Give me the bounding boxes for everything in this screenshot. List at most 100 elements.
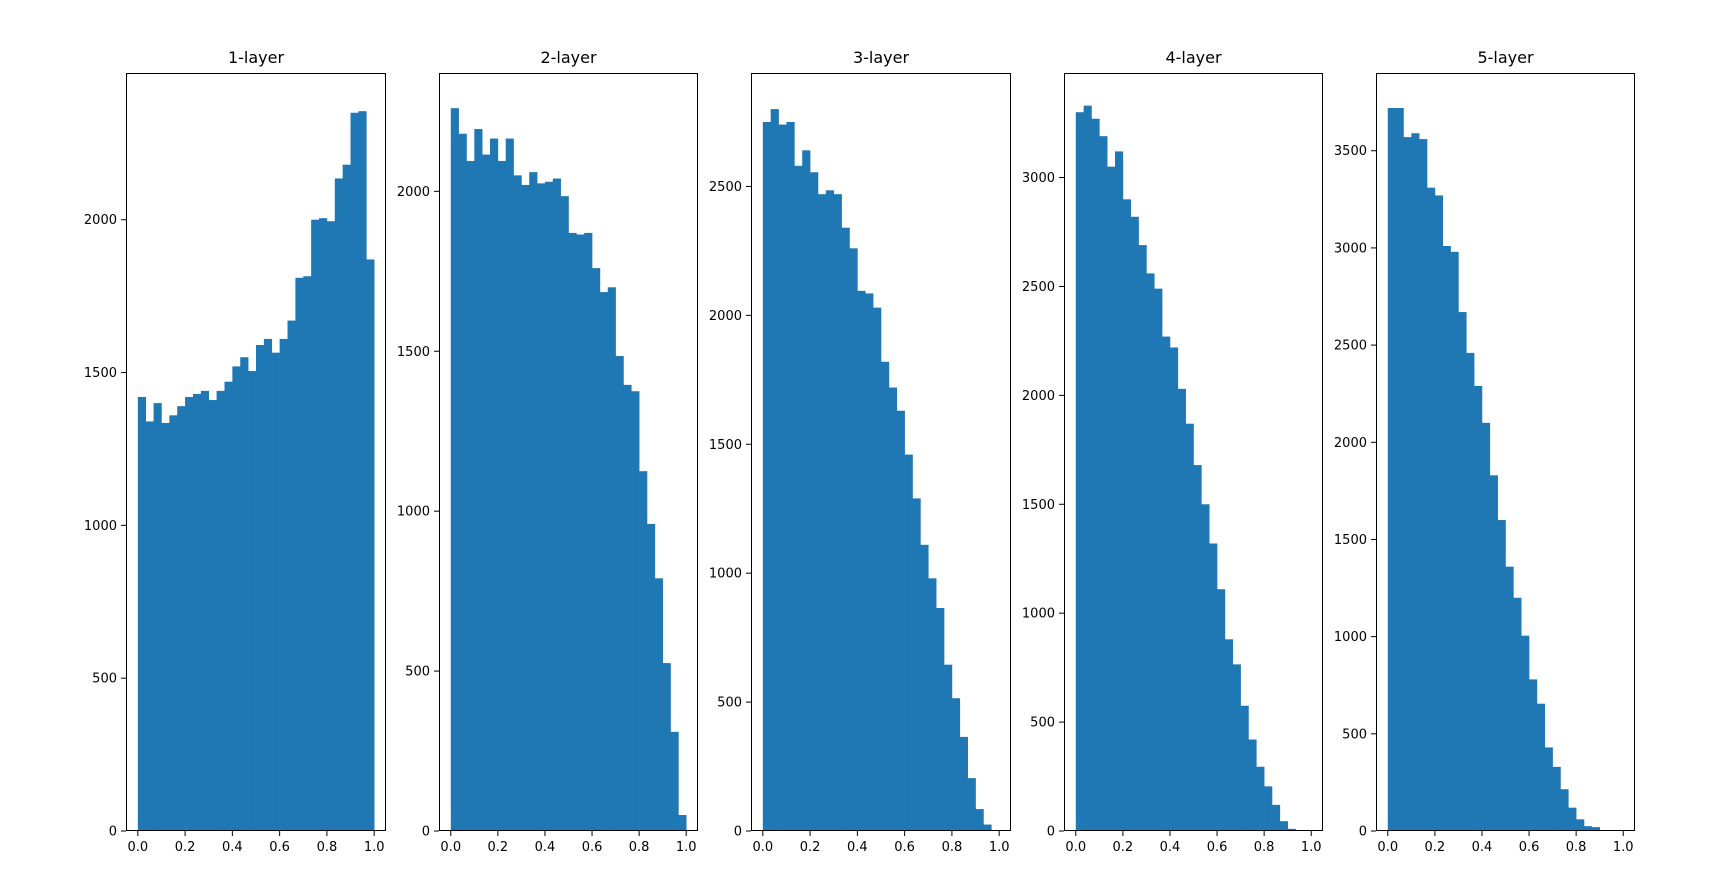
- histogram-bar: [1091, 118, 1100, 831]
- histogram-bar: [1256, 766, 1265, 831]
- histogram-bar: [1279, 821, 1288, 831]
- histogram-bar: [631, 391, 640, 831]
- histogram-bar: [240, 357, 249, 831]
- y-tick-label: 500: [92, 672, 117, 687]
- histogram-bar: [778, 124, 787, 831]
- histogram-bar: [490, 138, 499, 831]
- y-tick-label: 500: [405, 665, 430, 680]
- histogram-bar: [497, 160, 507, 831]
- subplot-title: 1-layer: [228, 48, 285, 67]
- histogram-bar: [342, 164, 351, 831]
- histogram-bar: [825, 190, 835, 832]
- y-tick-label: 0: [734, 825, 742, 840]
- histogram-bar: [358, 111, 367, 832]
- x-tick-label: 0.0: [127, 840, 148, 855]
- y-tick-label: 1500: [1022, 498, 1055, 513]
- histogram-bar: [350, 112, 359, 831]
- histogram-bar: [513, 175, 522, 831]
- histogram-bar: [1209, 543, 1218, 831]
- histogram-bar: [592, 268, 601, 831]
- histogram-bar: [366, 259, 375, 831]
- histogram-bar: [319, 218, 328, 831]
- x-tick-label: 0.4: [1160, 840, 1181, 855]
- y-tick-label: 0: [109, 825, 117, 840]
- histogram-bar: [232, 366, 241, 831]
- histogram-bar: [568, 232, 577, 831]
- histogram-bar: [1387, 107, 1396, 831]
- histogram-bar: [1489, 475, 1498, 831]
- histogram-bar: [521, 184, 530, 832]
- x-tick-label: 0.0: [1065, 840, 1086, 855]
- histogram-bar: [857, 290, 866, 831]
- histogram-bar: [1122, 199, 1132, 832]
- histogram-bar: [615, 356, 624, 831]
- histogram-bar: [599, 292, 609, 832]
- histogram-bar: [1552, 766, 1561, 831]
- subplot-2: 2-layer 0.0 0.2 0.4 0.6 0.8 1.0 0 500 1000 1500 200…: [397, 48, 698, 855]
- y-tick-label: 500: [1342, 727, 1367, 742]
- histogram-bar: [849, 248, 858, 832]
- subplot-title: 4-layer: [1165, 48, 1222, 67]
- histogram-bar: [161, 422, 170, 831]
- histogram-bar: [1224, 639, 1234, 831]
- y-tick-label: 3500: [1334, 144, 1367, 159]
- y-tick-label: 0: [422, 825, 430, 840]
- histogram-bar: [762, 121, 771, 832]
- histogram-bar: [802, 150, 811, 832]
- histogram-bar: [224, 381, 233, 831]
- x-tick-label: 1.0: [1301, 840, 1322, 855]
- histogram-bar: [1505, 566, 1514, 831]
- histogram-bar: [1497, 520, 1506, 831]
- histogram-bar: [311, 219, 320, 832]
- histogram-bar: [1240, 705, 1249, 831]
- y-tick-label: 500: [1030, 716, 1055, 731]
- y-tick-label: 500: [717, 696, 742, 711]
- histogram-bar: [944, 664, 953, 831]
- histogram-bar: [560, 196, 569, 832]
- x-tick-label: 0.2: [488, 840, 509, 855]
- y-tick-label: 1000: [1334, 630, 1367, 645]
- subplot-3: 3-layer 0.0 0.2 0.4 0.6 0.8 1.0 0 500 1000 1500 200…: [709, 48, 1011, 855]
- histogram-bar: [279, 338, 288, 831]
- histogram-bar: [1529, 679, 1538, 831]
- histogram-bar: [1591, 827, 1600, 831]
- histogram-bar: [1264, 786, 1273, 831]
- subplot-title: 5-layer: [1477, 48, 1534, 67]
- x-tick-label: 0.2: [1113, 840, 1134, 855]
- histogram-bar: [623, 384, 632, 831]
- histogram-bar: [1169, 347, 1179, 831]
- histogram-bar: [537, 183, 546, 831]
- x-tick-label: 0.6: [269, 840, 290, 855]
- histogram-bar: [200, 390, 210, 831]
- y-tick-label: 1000: [397, 505, 430, 520]
- histogram-bar: [1560, 789, 1569, 831]
- histogram-bar: [1419, 139, 1428, 832]
- y-tick-label: 2500: [1022, 280, 1055, 295]
- histogram-bar: [153, 403, 162, 831]
- y-tick-label: 1000: [1022, 607, 1055, 622]
- histogram-bar: [1474, 385, 1483, 831]
- x-tick-label: 0.2: [175, 840, 196, 855]
- histogram-bar: [1576, 819, 1585, 831]
- histogram-bar: [1217, 589, 1226, 831]
- histogram-bar: [271, 352, 280, 831]
- histogram-bar: [1466, 352, 1475, 831]
- histogram-bar: [474, 128, 483, 831]
- x-tick-label: 0.4: [222, 840, 243, 855]
- histogram-bar: [137, 396, 146, 831]
- y-tick-label: 2000: [1334, 436, 1367, 451]
- histogram-bar: [670, 731, 679, 831]
- subplot-1: 1-layer 0.0 0.2 0.4 0.6 0.8 1.0 0 500 1000 1500 200…: [84, 48, 386, 855]
- histogram-bar: [1481, 422, 1491, 831]
- x-tick-label: 1.0: [989, 840, 1010, 855]
- histogram-bar: [334, 178, 343, 832]
- histogram-bar: [1458, 312, 1467, 831]
- y-tick-label: 1000: [709, 567, 742, 582]
- histogram-bar: [936, 607, 945, 831]
- histogram-bar: [786, 121, 795, 832]
- histogram-bar: [817, 194, 827, 831]
- histogram-bar: [263, 338, 273, 831]
- histogram-bar: [951, 698, 961, 831]
- axes-frame: [439, 73, 698, 831]
- histogram-bar: [1083, 105, 1092, 831]
